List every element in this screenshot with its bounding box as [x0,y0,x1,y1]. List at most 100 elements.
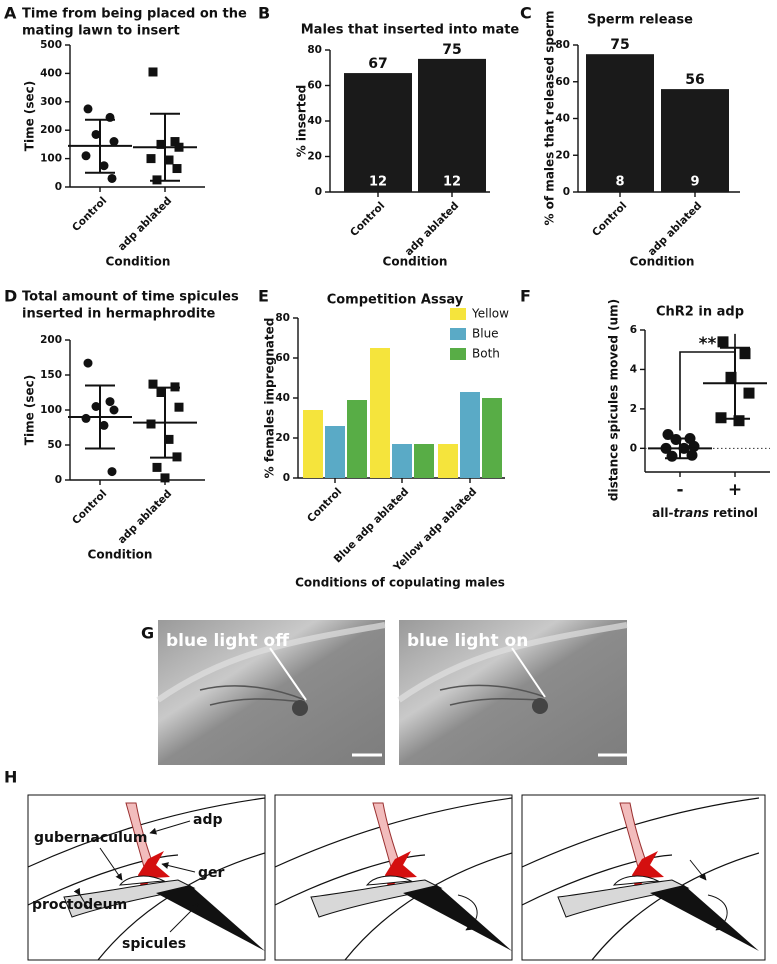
x-axis-label: Condition [630,255,695,269]
y-tick-label: 0 [55,181,62,193]
panel-letter: F [520,287,531,306]
n-label: 12 [443,175,461,190]
y-tick-label: 60 [555,76,570,88]
chart: B Males that inserted into mate % inserted… [258,4,519,269]
arrow [707,894,728,931]
diagram-label: ger [198,865,225,881]
micrograph-off: blue light off [156,620,386,765]
y-tick-label: 6 [630,324,637,336]
data-point [99,420,109,430]
photo [399,620,627,765]
data-point [107,173,117,183]
x-axis-label-part: retinol [709,506,758,520]
y-tick-label: 80 [555,39,570,51]
value-label: 75 [442,42,461,58]
photo-texture [292,700,308,716]
chart-title: mating lawn to insert [22,24,180,39]
bar [586,54,654,192]
y-tick-label: 40 [307,115,322,127]
diagram-3 [522,794,766,960]
y-tick-label: 400 [40,67,62,79]
panel-letter: H [4,768,17,787]
data-point [164,434,174,444]
value-label: 56 [685,72,704,88]
data-point [172,164,182,174]
value-label: 75 [610,37,629,53]
bar [347,400,367,478]
chart: A Time from being placed on the mating law… [4,4,247,269]
data-point [733,415,745,427]
chart: C Sperm release % of males that released s… [520,4,740,269]
value-label: 67 [368,56,387,72]
x-axis-label: Condition [88,548,153,562]
photo-texture [397,622,628,703]
bar [460,392,480,478]
panel-letter: G [141,624,154,643]
arrow [73,887,89,909]
y-axis-label: Time (sec) [23,81,37,151]
chart: D Total amount of time spicules inserted i… [4,287,239,562]
photo-label: blue light off [166,631,289,651]
micrograph-on: blue light on [397,620,628,765]
legend-swatch [450,348,466,360]
y-tick-label: 60 [275,352,290,364]
arrow [689,859,707,881]
chart: F ChR2 in adp distance spicules moved (um)… [520,287,770,520]
data-point [662,429,674,441]
x-axis-label-part: all- [652,506,673,520]
measure-line [269,647,307,701]
y-tick-label: 150 [40,369,62,381]
x-tick-label: Blue adp ablated [332,486,412,566]
y-tick-label: 100 [40,153,62,165]
data-point [81,413,91,423]
x-axis-label: Conditions of copulating males [295,576,505,590]
y-tick-label: 40 [275,392,290,404]
x-tick-label: Control [305,486,344,525]
data-point [739,348,751,360]
panel-letter: C [520,4,532,23]
data-point [156,388,166,397]
significance-label: ** [699,334,717,354]
data-point [164,155,174,165]
y-tick-label: 0 [55,474,62,486]
y-tick-label: 60 [307,80,322,92]
data-point [717,336,729,348]
x-tick-label: Control [70,488,109,527]
data-point [152,462,162,472]
diagram-label: gubernaculum [34,830,147,846]
x-axis-label: all-trans retinol [652,506,758,520]
y-tick-label: 40 [555,113,570,125]
data-point [156,139,166,149]
y-tick-label: 0 [315,186,322,198]
bar [661,89,729,192]
diagram-label: proctodeum [32,897,127,913]
bar [392,444,412,478]
diagram-label: adp [193,812,223,828]
panel-letter: D [4,287,17,306]
y-tick-label: 100 [40,404,62,416]
panel-letter: A [4,4,17,23]
chart-title: ChR2 in adp [656,305,744,320]
measure-line [511,647,546,698]
diagram-1: gubernaculum adp ger proctodeum spicules [28,794,265,960]
chart-title: Sperm release [587,13,693,28]
n-label: 8 [615,175,624,190]
x-tick-label: adp ablated [646,200,704,258]
photo [158,620,385,765]
y-tick-label: 20 [307,151,322,163]
arrow [149,820,191,835]
photo-texture [532,698,548,714]
data-point [160,473,170,483]
y-tick-label: 200 [40,334,62,346]
x-axis-label: Condition [106,255,171,269]
data-point [107,467,117,477]
bar [482,398,502,478]
x-tick-label: adp ablated [116,195,174,253]
data-point [105,397,115,407]
chart-title: Competition Assay [327,293,464,308]
data-point [109,405,119,415]
chart: E Competition Assay % females impregnated C… [258,287,509,590]
y-axis-label: % females impregnated [263,318,277,479]
